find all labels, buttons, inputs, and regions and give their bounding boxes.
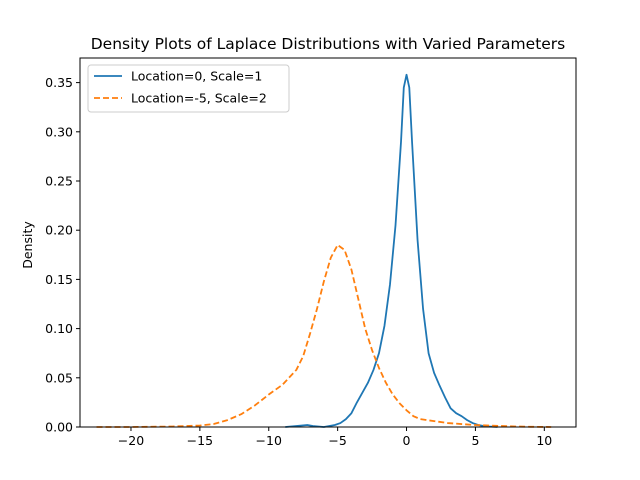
y-tick-label: 0.15: [45, 272, 73, 287]
plot-frame: [80, 58, 576, 427]
series-line-1: [285, 73, 498, 428]
chart-title: Density Plots of Laplace Distributions w…: [91, 35, 566, 53]
x-tick-label: 10: [536, 433, 552, 448]
legend-label-1: Location=0, Scale=1: [131, 69, 262, 84]
y-axis-label: Density: [20, 221, 35, 269]
x-tick-label: −20: [118, 433, 144, 448]
legend: Location=0, Scale=1 Location=-5, Scale=2: [87, 64, 290, 113]
y-tick-label: 0.25: [45, 174, 73, 189]
x-tick-label: −10: [256, 433, 282, 448]
x-tick-label: 0: [403, 433, 411, 448]
series-layer: [96, 73, 552, 428]
series-line-2: [96, 244, 552, 428]
x-axis: −20 −15 −10 −5 0 5 10: [118, 427, 552, 448]
plot-border: [79, 57, 577, 428]
y-tick-label: 0.05: [45, 370, 73, 385]
y-tick-label: 0.00: [45, 420, 73, 435]
legend-label-2: Location=-5, Scale=2: [131, 91, 267, 106]
plot-area: [79, 57, 577, 428]
y-axis: 0.00 0.05 0.10 0.15 0.20 0.25 0.30 0.35: [45, 75, 80, 435]
y-tick-label: 0.30: [45, 124, 73, 139]
y-tick-label: 0.20: [45, 223, 73, 238]
x-tick-label: −15: [187, 433, 213, 448]
y-tick-label: 0.10: [45, 321, 73, 336]
x-tick-label: −5: [328, 433, 346, 448]
x-tick-label: 5: [471, 433, 479, 448]
legend-box: [87, 64, 290, 113]
y-tick-label: 0.35: [45, 75, 73, 90]
